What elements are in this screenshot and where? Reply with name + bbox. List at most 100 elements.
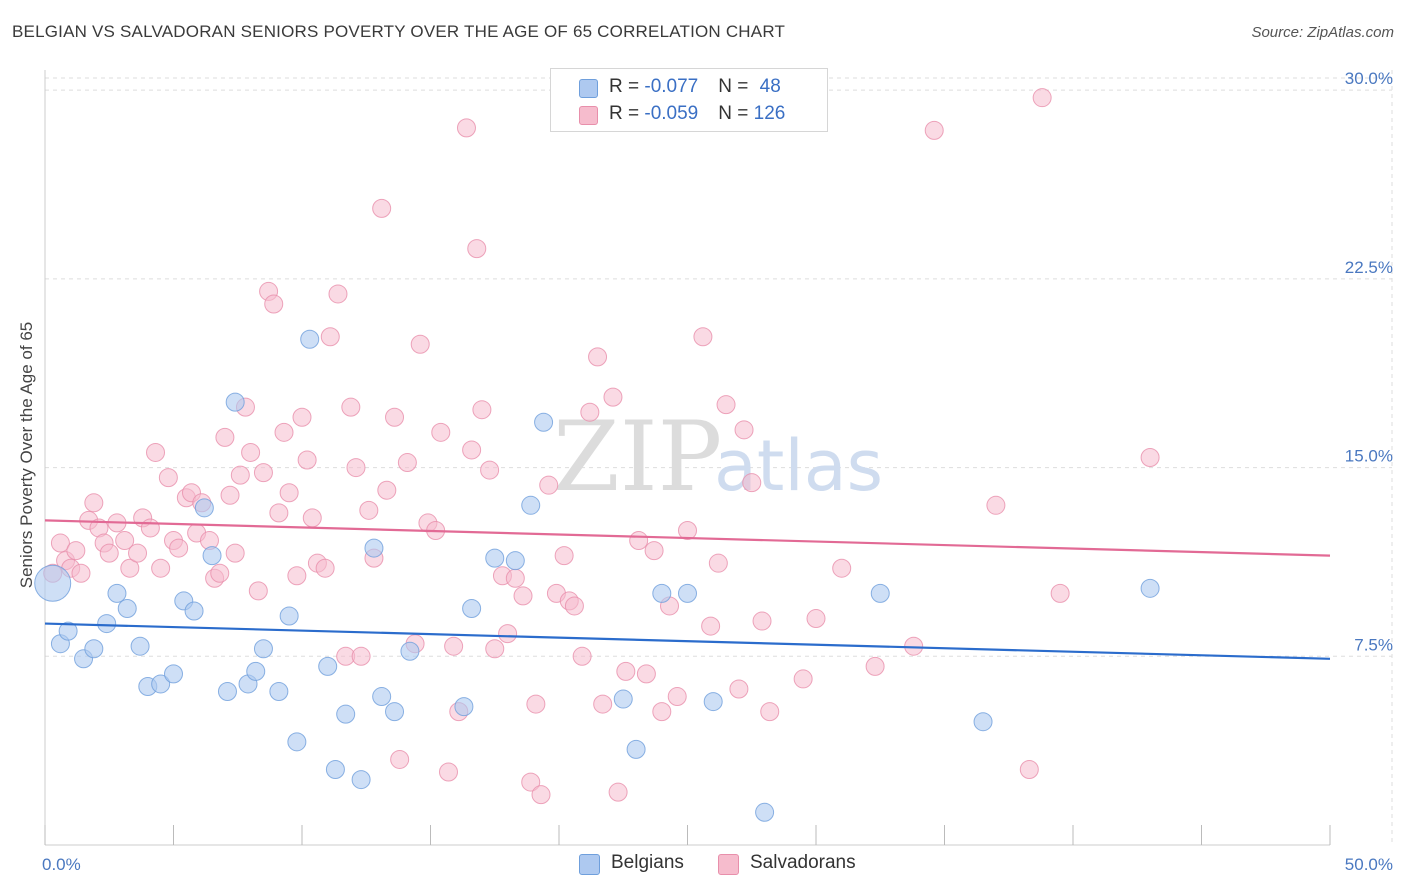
belgians-legend-swatch [579,854,600,875]
salvadoran-point [603,387,623,407]
x-tick-labels: 0.0% 50.0% [42,855,1393,874]
salvadorans-swatch [579,106,598,125]
salvadoran-point [302,508,322,528]
salvadoran-point [431,422,451,442]
salvadoran-point [505,568,525,588]
belgian-point [287,732,307,752]
chart-source: Source: ZipAtlas.com [1251,24,1394,41]
salvadoran-point [531,785,551,805]
x-tick-label: 50.0% [1345,855,1393,874]
belgians-legend-label: Belgians [611,852,684,873]
belgian-point [107,583,127,603]
salvadoran-point [320,327,340,347]
salvadoran-point [297,450,317,470]
salvadoran-point [230,465,250,485]
salvadoran-point [390,749,410,769]
belgian-point [1140,578,1160,598]
salvadoran-point [151,558,171,578]
salvadoran-point [521,772,541,792]
salvadoran-point [708,553,728,573]
salvadoran-point [498,624,518,644]
salvadoran-point [158,468,178,488]
n-value: 126 [753,103,786,124]
belgian-point [117,598,137,618]
y-axis-label: Seniors Poverty Over the Age of 65 [17,322,36,588]
salvadoran-point [328,284,348,304]
salvadoran-point [526,694,546,714]
belgian-point [755,802,775,822]
salvadoran-point [539,475,559,495]
belgian-point [97,614,117,634]
salvadoran-point [140,518,160,538]
y-tick-label: 30.0% [1345,69,1393,88]
belgians-stats: R = -0.077 N = 48 [609,76,781,98]
salvadoran-point [253,463,273,483]
salvadoran-point [742,473,762,493]
belgian-point [372,687,392,707]
belgian-point [130,636,150,656]
salvadoran-point [752,611,772,631]
salvadoran-point [341,397,361,417]
salvadoran-point [146,442,166,462]
salvadoran-point [438,762,458,782]
salvadoran-point [1032,88,1052,108]
salvadoran-point [729,679,749,699]
belgian-point [269,682,289,702]
salvadoran-point [667,687,687,707]
salvadoran-point [734,420,754,440]
belgian-point [84,639,104,659]
salvadoran-point [716,395,736,415]
r-value: -0.059 [644,103,699,124]
salvadoran-point [832,558,852,578]
salvadoran-point [485,639,505,659]
salvadoran-point [397,453,417,473]
salvadorans-legend-swatch [718,854,739,875]
salvadoran-point [372,198,392,218]
belgian-point [351,770,371,790]
salvadoran-point [608,782,628,802]
salvadorans-legend-label: Salvadorans [750,852,856,873]
salvadoran-point [269,503,289,523]
salvadoran-point [264,294,284,314]
salvadoran-trend-line [44,519,1331,557]
salvadoran-point [248,581,268,601]
salvadoran-point [50,533,70,553]
belgian-point [703,692,723,712]
n-label: N = [718,103,754,124]
salvadoran-point [564,596,584,616]
n-label: N = [718,76,754,97]
belgians-swatch [579,79,598,98]
salvadoran-point [215,427,235,447]
belgian-point [505,551,525,571]
r-label: R = [609,103,645,124]
belgian-point [300,329,320,349]
salvadoran-point [636,664,656,684]
salvadoran-point [1019,760,1039,780]
belgian-point [521,495,541,515]
belgian-trend-line [44,622,1331,660]
salvadoran-point [693,327,713,347]
y-tick-label: 22.5% [1345,258,1393,277]
x-tick-label: 0.0% [42,855,81,874]
y-tick-label: 7.5% [1354,635,1393,654]
belgian-point [253,639,273,659]
salvadoran-point [629,531,649,551]
salvadoran-point [292,407,312,427]
belgian-point [364,538,384,558]
belgian-point [534,412,554,432]
watermark-zip: ZIP [553,401,722,513]
belgian-point [325,760,345,780]
salvadoran-point [924,120,944,140]
salvadoran-point [220,485,240,505]
salvadoran-point [315,558,335,578]
salvadoran-point [462,440,482,460]
r-value: -0.077 [644,76,699,97]
salvadoran-point [652,702,672,722]
salvadoran-point [456,118,476,138]
salvadoran-point [225,543,245,563]
belgian-point [485,548,505,568]
salvadoran-point [351,646,371,666]
belgian-point [194,498,214,518]
belgian-point [613,689,633,709]
